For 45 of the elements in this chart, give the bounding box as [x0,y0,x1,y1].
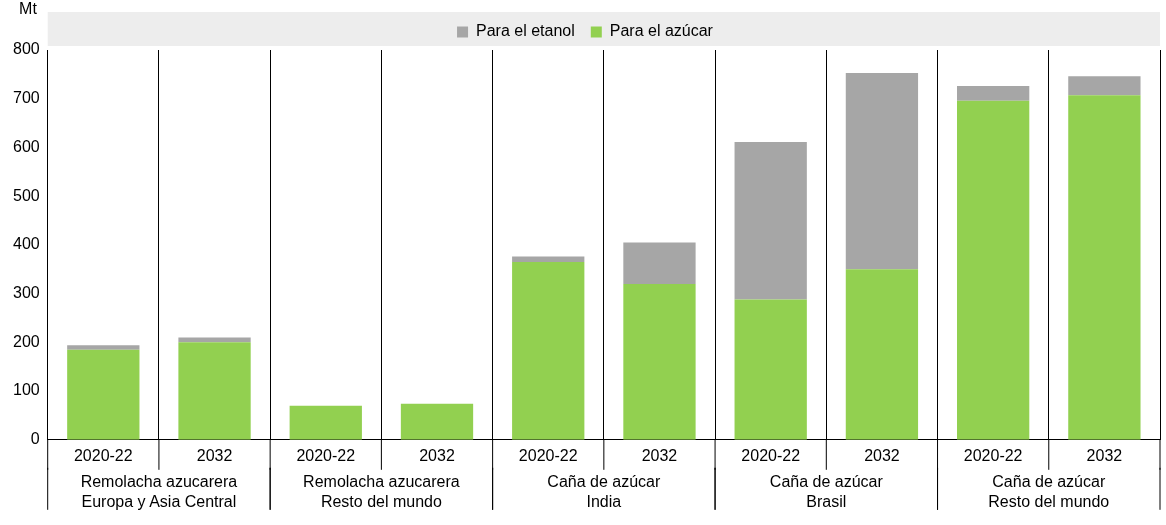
x-tick-label: 2032 [1086,446,1123,464]
y-tick-label: 600 [12,137,40,155]
text: Remolacha azucarera Europa y Asia Central [80,473,238,511]
y-tick-label: 500 [12,186,40,204]
x-tick-label: 2020-22 [963,446,1023,464]
x-tick-label: 2032 [419,446,455,464]
bar [400,403,474,440]
y-tick-label: 0 [30,430,40,448]
bar [512,261,585,440]
y-tick-label: 400 [12,235,40,253]
x-tick-label: 2020-22 [73,446,133,464]
x-tick-label: 2032 [641,446,678,464]
x-tick-label: 2032 [196,446,233,464]
text: Caña de azúcar Resto del mundo [988,473,1110,511]
bar [67,345,140,350]
bar [623,242,696,284]
bar [957,86,1030,101]
legend-label: Para el azúcar [609,22,714,40]
bar [957,100,1030,440]
y-tick-label: 100 [12,381,40,399]
bar [734,299,807,440]
bar [67,349,140,440]
bar [623,283,696,440]
bar [178,337,251,343]
x-tick-label: 2020-22 [741,446,801,464]
x-tick-label: 2020-22 [296,446,356,464]
x-tick-label: 2020-22 [518,446,578,464]
y-axis-title: Mt [19,0,38,18]
bar [1068,95,1141,440]
y-tick-label: 800 [12,40,40,58]
legend-label: Para el etanol [476,22,575,40]
text: Remolacha azucarera Resto del mundo [303,473,460,511]
text: Caña de azúcar India [547,473,661,511]
y-tick-label: 300 [12,284,40,302]
bar [845,269,919,440]
bar [178,342,251,440]
bar [289,405,362,440]
text: Caña de azúcar Brasil [769,473,884,511]
y-tick-label: 700 [12,89,40,107]
bar [845,72,919,270]
bar [512,256,585,262]
x-tick-label: 2032 [864,446,900,464]
bar [734,142,807,300]
bar [1068,76,1141,96]
y-tick-label: 200 [12,332,40,350]
